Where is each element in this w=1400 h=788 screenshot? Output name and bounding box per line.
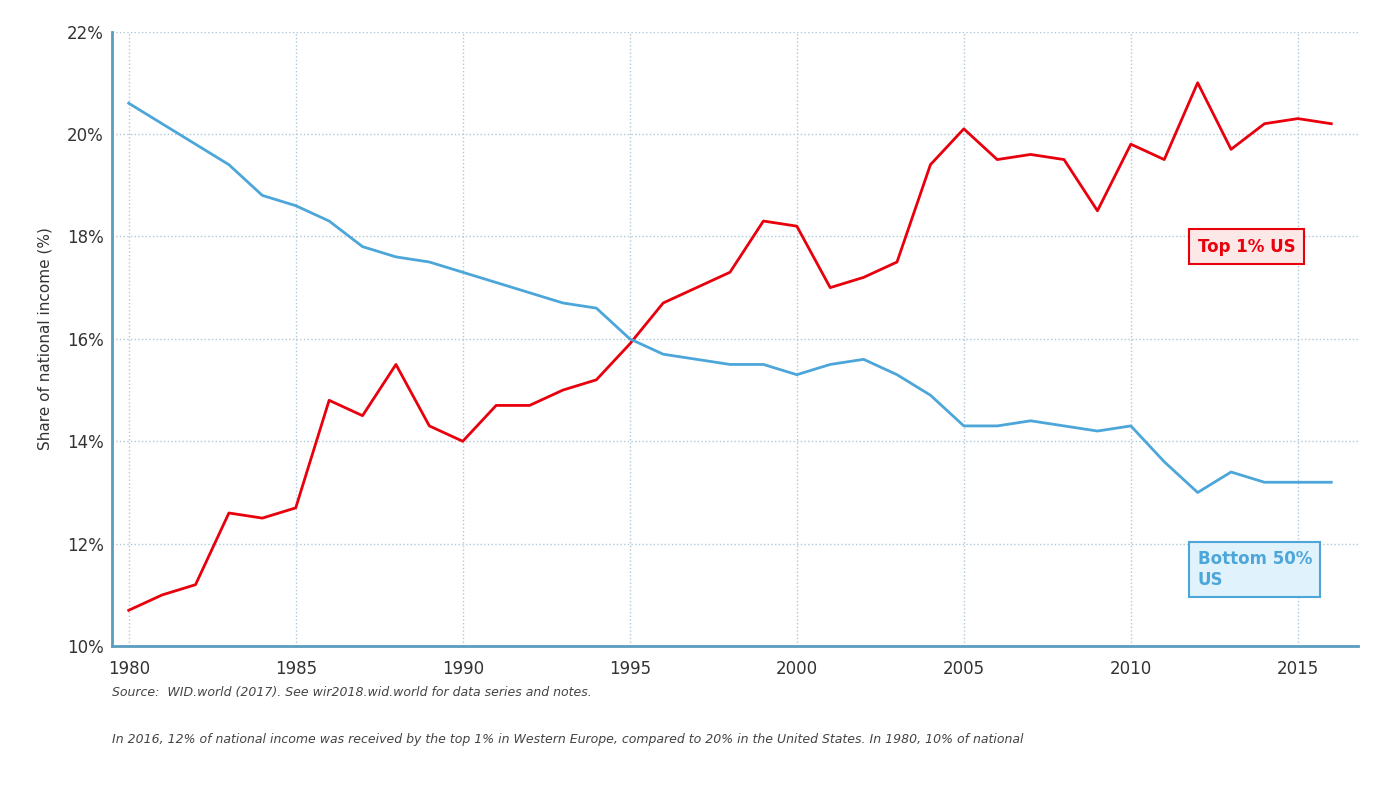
Y-axis label: Share of national income (%): Share of national income (%) xyxy=(38,228,53,450)
Text: Source:  WID.world (2017). See wir2018.wid.world for data series and notes.: Source: WID.world (2017). See wir2018.wi… xyxy=(112,686,592,698)
Text: Bottom 50%
US: Bottom 50% US xyxy=(1197,550,1312,589)
Text: Top 1% US: Top 1% US xyxy=(1197,238,1295,255)
Text: In 2016, 12% of national income was received by the top 1% in Western Europe, co: In 2016, 12% of national income was rece… xyxy=(112,733,1023,745)
